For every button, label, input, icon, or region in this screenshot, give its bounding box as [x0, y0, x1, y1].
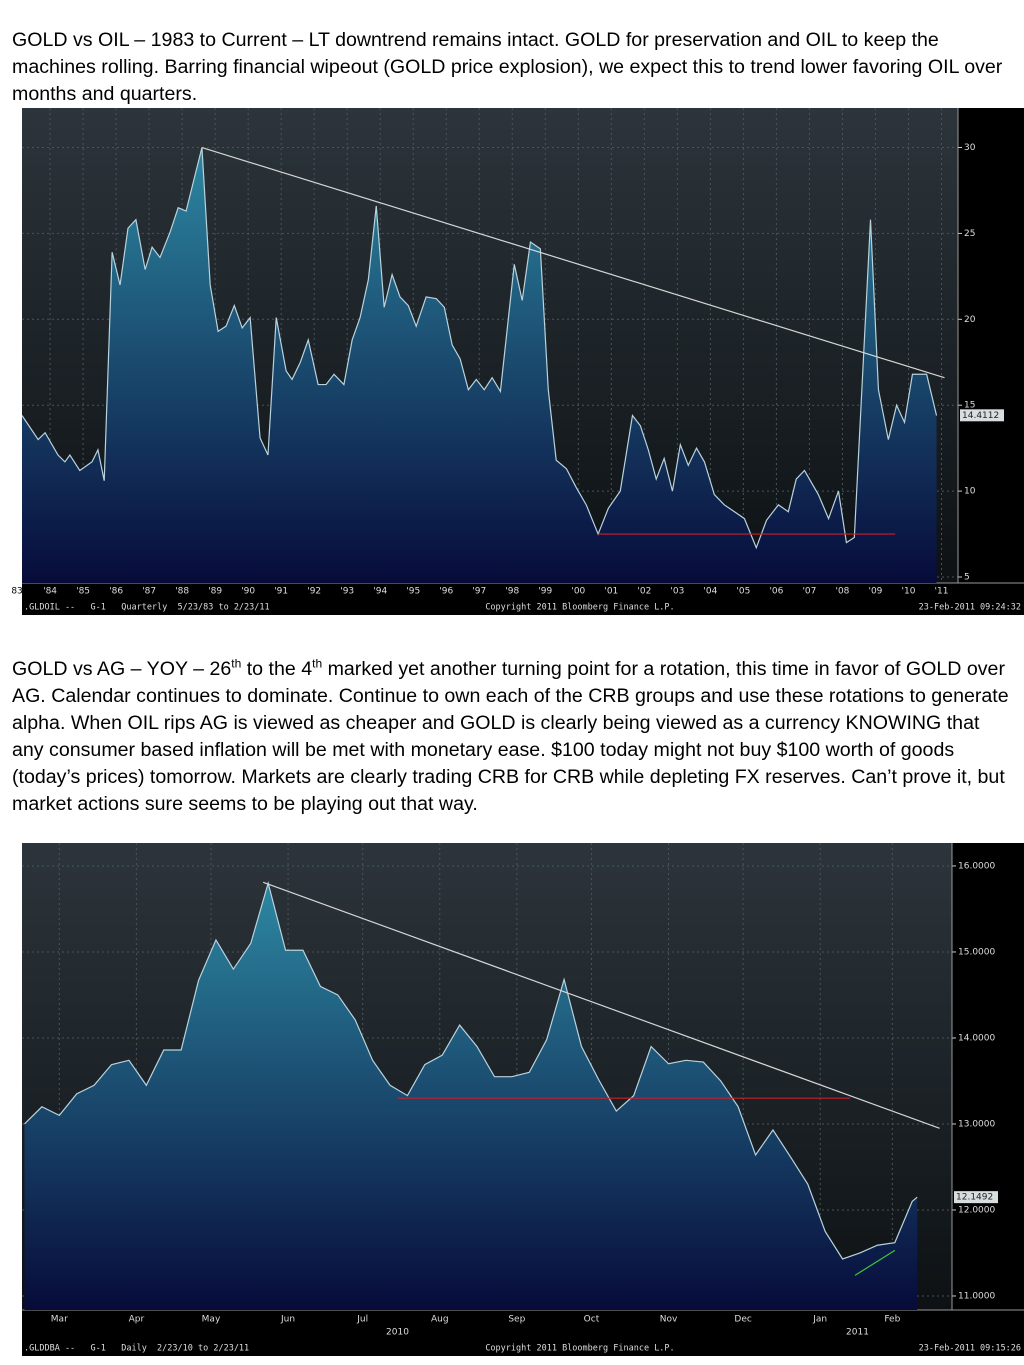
- x-tick-label: '88: [175, 587, 189, 597]
- superscript: th: [312, 656, 323, 671]
- y-tick-label: 16.0000: [958, 861, 995, 871]
- footer-center: Copyright 2011 Bloomberg Finance L.P.: [485, 603, 674, 613]
- x-tick-label: '86: [109, 587, 123, 597]
- last-value-label: 12.1492: [956, 1193, 993, 1203]
- x-tick-label: 83: [11, 587, 22, 597]
- year-label: 2010: [386, 1328, 409, 1338]
- x-tick-label: '93: [340, 587, 354, 597]
- x-tick-label: '92: [307, 587, 321, 597]
- x-tick-label: Jan: [812, 1315, 827, 1325]
- x-tick-label: Aug: [431, 1315, 449, 1325]
- x-tick-label: '01: [604, 587, 618, 597]
- x-tick-label: '95: [406, 587, 420, 597]
- plot: [22, 146, 945, 583]
- y-tick-label: 30: [964, 143, 976, 153]
- y-tick-label: 5: [964, 572, 970, 582]
- trend-line: [262, 881, 940, 1129]
- x-tick-label: Apr: [129, 1315, 145, 1325]
- footer-right: 23-Feb-2011 09:24:32: [919, 603, 1021, 613]
- y-tick-label: 14.0000: [958, 1033, 995, 1043]
- x-tick-label: '07: [802, 587, 816, 597]
- chart: 16.0000 15.0000 14.0000 13.0000 12.0000 11.00…: [22, 843, 1024, 1356]
- text: to the 4: [241, 658, 313, 680]
- x-tick-label: Oct: [584, 1315, 600, 1325]
- x-tick-label: '97: [472, 587, 486, 597]
- x-tick-label: May: [202, 1315, 221, 1325]
- footer-left: .GLDOIL -- G-1 Quarterly 5/23/83 to 2/23…: [24, 603, 270, 613]
- x-tick-label: '85: [76, 587, 90, 597]
- year-label: 2011: [846, 1328, 869, 1338]
- x-tick-label: Mar: [51, 1315, 68, 1325]
- x-tick-label: '91: [274, 587, 288, 597]
- x-tick-label: '04: [703, 587, 717, 597]
- paragraph: GOLD vs AG – YOY – 26th to the 4th marke…: [12, 656, 1016, 818]
- x-tick-label: Jul: [356, 1315, 368, 1325]
- x-tick-label: '06: [769, 587, 783, 597]
- footer-right: 23-Feb-2011 09:15:26: [919, 1344, 1021, 1354]
- x-tick-label: '11: [935, 587, 949, 597]
- trend-line: [201, 146, 945, 379]
- x-tick-label: Dec: [734, 1315, 751, 1325]
- y-tick-label: 12.0000: [958, 1205, 995, 1215]
- x-tick-label: Nov: [660, 1315, 678, 1325]
- x-tick-label: '84: [43, 587, 57, 597]
- x-tick-label: '94: [373, 587, 387, 597]
- line: [24, 880, 918, 1260]
- y-tick-label: 25: [964, 229, 975, 239]
- y-tick-label: 10: [964, 487, 976, 497]
- line: [22, 147, 938, 550]
- x-tick-label: '89: [208, 587, 222, 597]
- x-tick-label: '98: [505, 587, 519, 597]
- superscript: th: [231, 656, 242, 671]
- x-tick-label: '02: [637, 587, 651, 597]
- x-tick-label: Jun: [280, 1315, 295, 1325]
- x-tick-label: '08: [835, 587, 849, 597]
- footer-center: Copyright 2011 Bloomberg Finance L.P.: [485, 1344, 674, 1354]
- last-value-box: [960, 409, 1004, 422]
- x-tick-label: '10: [902, 587, 916, 597]
- last-value-label: 14.4112: [962, 411, 999, 421]
- trend-line: [854, 1249, 896, 1276]
- paragraph: GOLD vs OIL – 1983 to Current – LT downt…: [12, 27, 1016, 108]
- y-tick-label: 13.0000: [958, 1119, 995, 1129]
- area: [24, 883, 918, 1310]
- footer-left: .GLDDBA -- G-1 Daily 2/23/10 to 2/23/11: [24, 1344, 249, 1354]
- x-tick-label: Sep: [508, 1315, 525, 1325]
- x-tick-label: '99: [538, 587, 552, 597]
- text: GOLD vs AG – YOY – 26: [12, 658, 232, 680]
- chart: 30 25 20 15 10 5 83 '84 '85 '86 '87 '88 '89 '90 '91 '92…: [11, 108, 1024, 615]
- x-tick-label: '03: [670, 587, 684, 597]
- x-tick-label: '96: [439, 587, 453, 597]
- x-tick-label: Feb: [884, 1315, 900, 1325]
- y-tick-label: 15.0000: [958, 947, 995, 957]
- x-tick-label: '00: [571, 587, 585, 597]
- x-tick-label: '09: [868, 587, 882, 597]
- y-tick-label: 11.0000: [958, 1291, 995, 1301]
- x-tick-label: '05: [736, 587, 750, 597]
- x-tick-label: '90: [241, 587, 255, 597]
- text: GOLD vs OIL – 1983 to Current – LT downt…: [12, 29, 1003, 105]
- y-tick-label: 20: [964, 315, 976, 325]
- y-tick-label: 15: [964, 401, 975, 411]
- plot: [24, 880, 940, 1310]
- last-value-box: [954, 1191, 998, 1204]
- text: marked yet another turning point for a r…: [12, 658, 1009, 815]
- x-tick-label: '87: [142, 587, 156, 597]
